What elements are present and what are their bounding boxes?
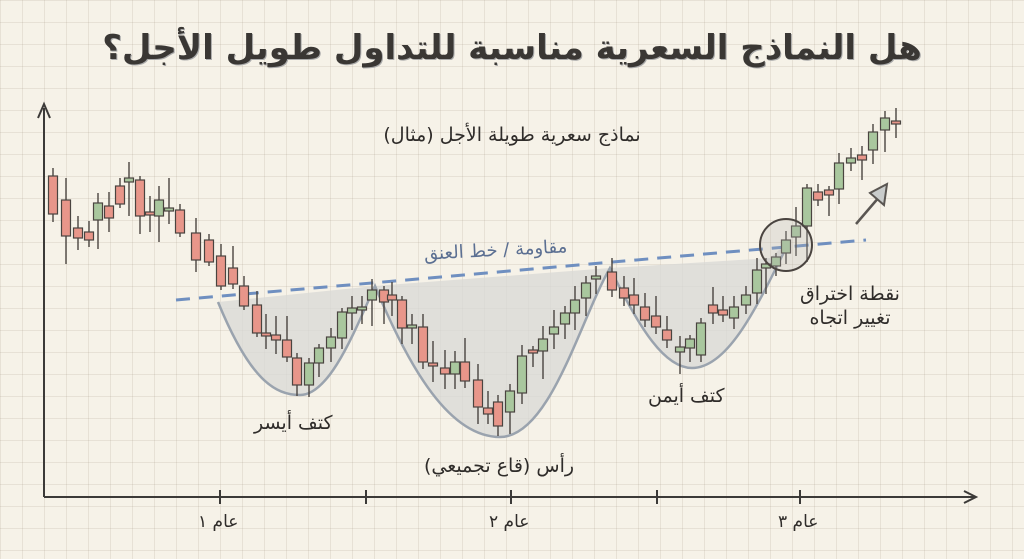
left-shoulder-label: كتف أيسر: [254, 412, 333, 434]
bearish-candle: [396, 299, 408, 329]
bearish-candle: [661, 329, 673, 341]
bullish-candle: [580, 282, 592, 299]
x-tick-label: عام ٣: [778, 512, 819, 532]
bearish-candle: [260, 332, 272, 337]
bearish-candle: [823, 189, 835, 196]
bearish-candle: [482, 407, 494, 415]
bearish-candle: [251, 304, 263, 334]
head-label: رأس (قاع تجميعي): [424, 455, 575, 477]
bearish-candle: [492, 401, 504, 427]
bearish-candle: [103, 205, 115, 219]
bullish-candle: [780, 239, 792, 254]
bullish-candle: [346, 307, 358, 314]
trend-arrow-shaft: [855, 195, 881, 225]
bullish-candle: [516, 355, 528, 394]
bearish-candle: [856, 154, 868, 161]
bearish-candle: [270, 334, 282, 341]
page-title: هل النماذج السعرية مناسبة للتداول طويل ا…: [102, 28, 922, 68]
bearish-candle: [215, 255, 227, 287]
bullish-candle: [449, 361, 461, 375]
bullish-candle: [303, 362, 315, 386]
candles: [47, 108, 902, 436]
right-shoulder-shade: [610, 240, 790, 368]
bearish-candle: [144, 211, 156, 216]
breakout-label-line1: نقطة اختراق: [800, 283, 900, 305]
bearish-candle: [439, 367, 451, 375]
bullish-candle: [406, 324, 418, 329]
x-axis-arrowhead: [963, 490, 979, 504]
bearish-candle: [134, 179, 146, 217]
breakout-label-line2: تغيير اتجاه: [809, 307, 891, 329]
bearish-candle: [618, 287, 630, 299]
bullish-candle: [163, 207, 175, 212]
neckline: [175, 238, 867, 302]
chart-subtitle: نماذج سعرية طويلة الأجل (مثال): [383, 124, 641, 146]
bullish-candle: [92, 202, 104, 221]
bullish-candle: [801, 187, 813, 227]
bullish-candle: [559, 312, 571, 325]
bearish-candle: [47, 175, 59, 215]
bearish-candle: [527, 349, 539, 354]
x-axis-ticks: [219, 490, 801, 504]
bullish-candle: [684, 338, 696, 349]
bullish-candle: [313, 347, 325, 364]
bullish-candle: [153, 199, 165, 217]
bearish-candle: [717, 309, 729, 316]
y-axis-arrowhead: [37, 101, 51, 119]
bullish-candle: [356, 306, 368, 311]
breakout-circle: [759, 218, 813, 272]
bullish-candle: [740, 294, 752, 306]
bearish-candle: [427, 362, 439, 367]
bullish-candle: [569, 299, 581, 314]
bearish-candle: [291, 357, 303, 386]
bearish-candle: [72, 227, 84, 239]
bearish-candle: [639, 306, 651, 321]
bearish-candle: [650, 315, 662, 328]
trend-arrow-head: [868, 182, 889, 207]
x-tick-label: عام ٢: [489, 512, 530, 532]
bearish-candle: [606, 271, 618, 291]
bullish-candle: [728, 306, 740, 319]
bearish-candle: [628, 294, 640, 306]
bearish-candle: [227, 267, 239, 285]
bullish-candle: [674, 346, 686, 353]
bearish-candle: [190, 232, 202, 261]
bearish-candle: [707, 304, 719, 314]
x-tick-label: عام ١: [198, 512, 239, 532]
bullish-candle: [751, 269, 763, 294]
bearish-candle: [114, 185, 126, 205]
bullish-candle: [504, 390, 516, 413]
bullish-candle: [879, 117, 891, 131]
bullish-candle: [833, 162, 845, 190]
bearish-candle: [203, 239, 215, 263]
breakout-label: نقطة اختراق تغيير اتجاه: [800, 282, 900, 330]
bearish-candle: [472, 379, 484, 408]
bullish-candle: [845, 157, 857, 164]
bullish-candle: [366, 289, 378, 301]
bullish-candle: [336, 311, 348, 339]
bearish-candle: [83, 231, 95, 241]
bearish-candle: [417, 326, 429, 363]
bullish-candle: [123, 177, 135, 183]
bearish-candle: [812, 191, 824, 201]
bearish-candle: [60, 199, 72, 237]
bullish-candle: [695, 322, 707, 356]
bearish-candle: [890, 120, 902, 125]
bullish-candle: [867, 131, 879, 151]
bullish-candle: [537, 338, 549, 352]
bullish-candle: [790, 225, 802, 238]
bearish-candle: [459, 361, 471, 382]
right-shoulder-label: كتف أيمن: [648, 385, 725, 407]
bullish-candle: [548, 326, 560, 335]
pattern-outline: [216, 239, 792, 439]
bearish-candle: [174, 209, 186, 234]
bearish-candle: [386, 294, 398, 301]
bearish-candle: [281, 339, 293, 358]
bearish-candle: [238, 285, 250, 307]
bullish-candle: [590, 275, 602, 280]
bullish-candle: [770, 256, 782, 267]
bullish-candle: [325, 336, 337, 349]
